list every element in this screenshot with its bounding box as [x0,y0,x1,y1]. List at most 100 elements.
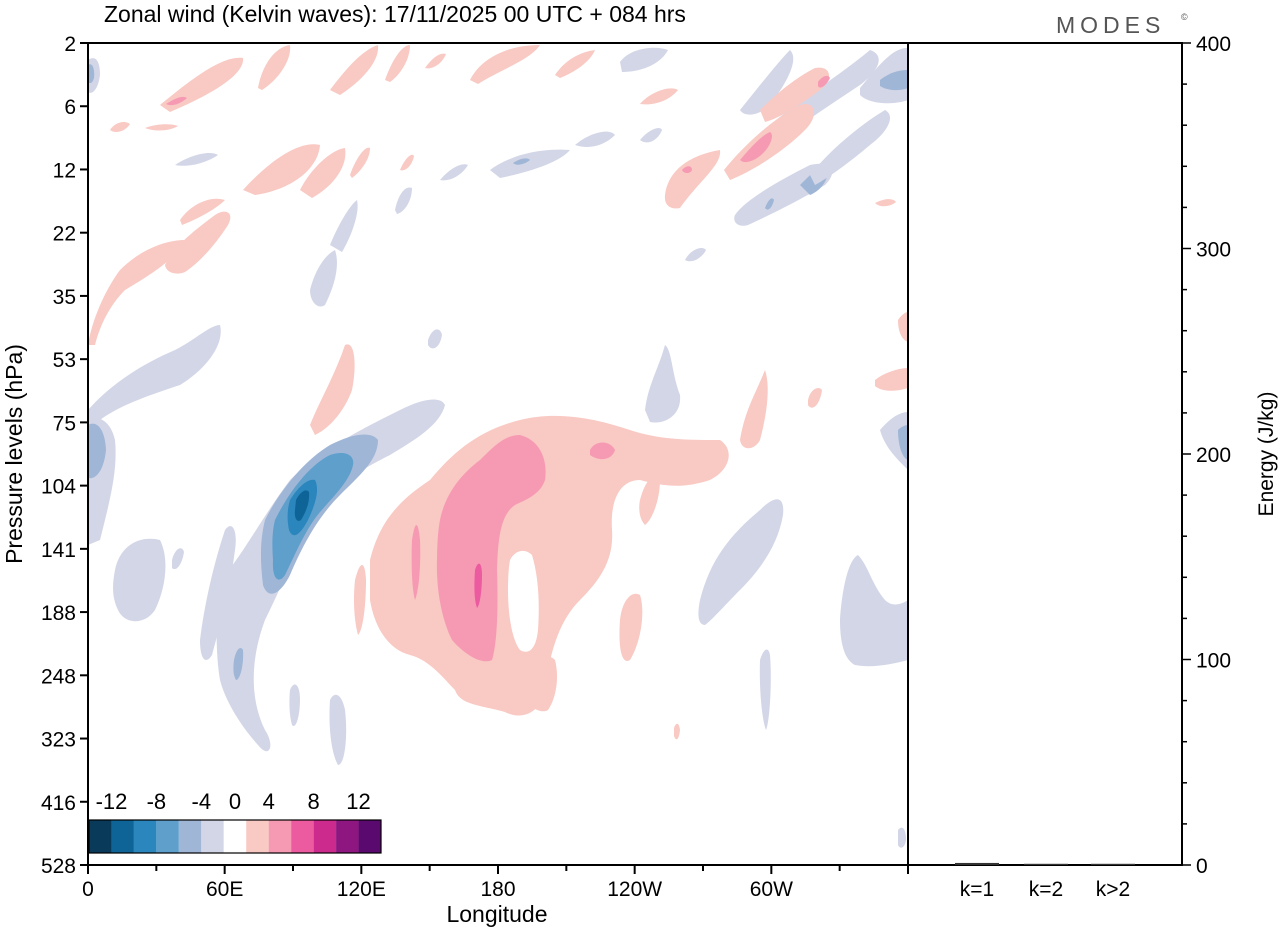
contour-region [740,370,768,449]
energy-chart: 0 100 200 300 400 k=1 k=2 k>2 [955,33,1231,901]
contour-region [175,153,218,166]
colorbar-tick-label: 12 [346,789,370,814]
colorbar-bin [178,820,202,853]
y-tick-label: 528 [41,855,76,878]
y-tick-label: 53 [53,349,76,372]
energy-category-label: k>2 [1096,878,1130,901]
x-tick-label: 0 [82,878,94,901]
contour-region [425,53,446,69]
contour-region [470,45,540,84]
modes-logo: MODES [1056,12,1165,38]
x-tick-label: 120W [607,878,662,901]
contour-region [200,526,236,660]
contour-region [145,124,178,131]
contour-region [243,144,320,195]
contour-region [898,312,908,342]
contour-region [682,166,692,173]
contour-region [875,199,896,207]
x-axis-label: Longitude [446,901,547,927]
y-tick-label: 22 [53,223,76,246]
colorbar-frame [88,819,382,854]
contour-region [436,435,546,662]
contour-region [575,131,615,147]
colorbar-bin [291,820,314,853]
y-tick-label: 35 [53,286,76,309]
contour-region [330,200,358,252]
colorbar-bin [313,820,337,853]
energy-bar [1024,863,1068,865]
contour-region [639,476,660,525]
contour-region [165,211,231,274]
contour-region [513,158,530,165]
energy-tick-label: 400 [1196,33,1231,56]
y-tick-label: 248 [41,665,76,688]
contour-region [440,164,468,181]
contour-region [411,525,421,600]
contour-region [520,656,558,712]
energy-tick-label: 100 [1196,650,1231,673]
contour-region [88,423,106,479]
colorbar-bin [133,820,157,853]
energy-bar [955,862,999,865]
contour-region [875,368,908,391]
x-tick-label: 60E [206,878,243,901]
contour-region [329,694,347,765]
contour-region [759,649,771,730]
contour-region [685,248,706,262]
contour-region [113,538,166,622]
contour-region [619,593,643,661]
contour-region [474,563,482,608]
contour-region [698,499,784,625]
contour-region [310,344,355,435]
contour-region [310,250,337,307]
positive-wave [354,370,768,716]
contour-region [898,425,908,460]
contour-region [272,453,354,580]
y-tick-label: 104 [41,476,76,499]
contour-region [765,198,774,210]
contour-field [88,45,908,848]
x-tick-label: 120E [337,878,386,901]
contour-region [180,198,225,225]
logo-copyright-mark: © [1181,12,1188,22]
colorbar-tick-label: 8 [307,789,319,814]
contour-region [810,110,890,185]
contour-region [350,147,370,178]
contour-region [330,45,379,95]
energy-tick-label: 0 [1196,855,1208,878]
y-tick-label: 188 [41,602,76,625]
negative-wave [113,399,445,765]
colorbar-bin [111,820,134,853]
contour-region [818,75,830,88]
contour-region [880,412,908,470]
contour-region [760,67,830,122]
energy-category-label: k=1 [960,878,994,901]
contour-region [490,149,570,178]
colorbar-tick-label: -12 [96,789,128,814]
energy-tick-label: 200 [1196,444,1231,467]
contour-region [289,684,300,726]
colorbar-bin [156,820,179,853]
x-axis: 0 60E 120E 180 120W 60W [82,865,909,901]
contour-region [400,154,414,171]
contour-region [808,388,822,408]
y-tick-label: 12 [53,159,76,182]
colorbar-bin [336,820,359,853]
contour-region [740,132,772,163]
colorbar-bin [268,820,292,853]
contour-region [880,70,908,91]
energy-tick-label: 300 [1196,239,1231,262]
contour-region [88,64,95,84]
x-tick-label: 180 [480,878,515,901]
contour-region [555,50,595,78]
contour-region [898,827,906,848]
lower-strat [88,312,908,545]
colorbar-tick-label: 4 [263,789,275,814]
contour-region [674,723,680,740]
contour-region [258,45,291,90]
contour-region [428,329,442,349]
contour-region [395,187,412,214]
chart-title: Zonal wind (Kelvin waves): 17/11/2025 00… [104,1,686,27]
contour-region [233,648,244,680]
